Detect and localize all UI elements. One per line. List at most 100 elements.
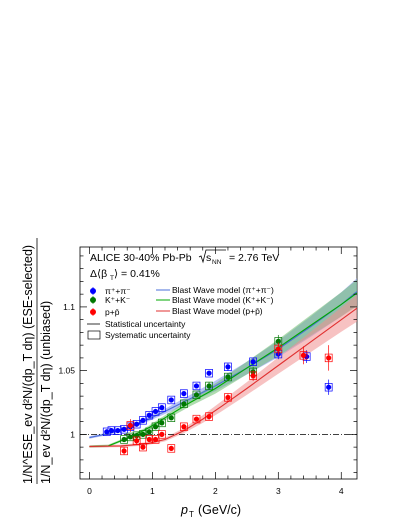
data-point-2-3: [140, 444, 146, 450]
syst-box-1-6: [157, 418, 166, 428]
x-tick-label-4: 4: [339, 486, 344, 496]
legend-syst-box: [87, 330, 101, 340]
data-point-0-3: [121, 426, 127, 432]
data-point-1-3: [140, 431, 146, 437]
legend-kaon-label: K⁺+K⁻: [105, 295, 131, 305]
y-axis-title: 1/N^ESE_ev d²N/(dp_T dη) (ESE-selected) …: [21, 238, 53, 484]
chart-header: ALICE 30-40% Pb-Pb s NN = 2.76 TeV Δ⟨β T…: [90, 249, 279, 282]
data-points: [102, 334, 333, 456]
data-point-0-5: [134, 421, 140, 427]
data-point-2-15: [326, 355, 332, 361]
legend-proton-marker: [90, 309, 96, 315]
legend-pion-marker: [90, 288, 96, 294]
data-point-0-10: [168, 397, 174, 403]
data-point-1-8: [181, 401, 187, 407]
data-point-1-5: [152, 424, 159, 430]
legend-syst-label: Systematic uncertainty: [105, 330, 191, 340]
x-tick-label-2: 2: [213, 486, 218, 496]
x-axis-title-main: p: [180, 503, 188, 517]
syst-box-2-4: [145, 435, 154, 444]
syst-box-1-7: [167, 413, 176, 422]
data-point-0-13: [206, 370, 212, 376]
data-point-1-6: [159, 420, 165, 426]
y-axis-title-top: 1/N^ESE_ev d²N/(dp_T dη) (ESE-selected): [21, 245, 35, 484]
data-point-2-11: [225, 394, 231, 401]
syst-box-1-9: [192, 390, 201, 400]
sqrt-sign-icon: [198, 249, 226, 264]
legend-pion-label: π⁺+π⁻: [105, 286, 131, 296]
header-line2-sub: T: [110, 275, 114, 282]
syst-box-2-7: [167, 444, 176, 453]
data-point-2-9: [193, 416, 200, 422]
legend-kaon-marker: [90, 297, 96, 303]
y-axis-title-bottom: 1/N_ev d²N/(dp_T dη) (unbiased): [39, 301, 53, 484]
syst-box-0-2: [113, 426, 122, 435]
data-point-2-0: [121, 448, 127, 454]
data-point-0-15: [250, 359, 256, 365]
y-tick-label-1.1: 1.1: [63, 302, 75, 312]
syst-box-0-9: [157, 403, 166, 412]
data-point-2-8: [181, 424, 187, 430]
data-point-0-11: [181, 390, 187, 397]
x-axis-title-unit: (GeV/c): [198, 503, 241, 517]
header-energy-value: = 2.76 TeV: [229, 252, 279, 264]
syst-box-2-6: [157, 430, 166, 439]
syst-box-1-8: [180, 399, 188, 408]
axis-ticks: 0 1 2 3 4 1 1.05 1.1: [58, 247, 357, 496]
data-point-1-10: [206, 383, 212, 389]
legend-proton-label: p+p̄: [105, 307, 120, 317]
data-point-2-10: [206, 413, 212, 420]
data-point-0-9: [159, 405, 165, 411]
legend-bw-kaon-label: Blast Wave model (K⁺+K⁻): [172, 295, 274, 305]
syst-box-0-13: [205, 369, 213, 378]
syst-box-0-10: [167, 395, 176, 405]
syst-box-2-3: [139, 442, 147, 452]
data-point-2-13: [275, 346, 281, 352]
y-tick-label-1.05: 1.05: [58, 366, 75, 376]
data-point-0-2: [115, 427, 121, 434]
x-axis-title: p T (GeV/c): [180, 503, 241, 519]
syst-box-1-3: [139, 430, 147, 439]
data-point-2-6: [159, 431, 165, 437]
data-point-1-13: [275, 338, 281, 344]
syst-box-2-5: [151, 435, 160, 444]
legend-bw-proton-label: Blast Wave model (p+p̄): [172, 306, 263, 316]
x-tick-label-3: 3: [276, 486, 281, 496]
header-line2-value: ⟩ = 0.41%: [114, 268, 160, 280]
plot-frame: [79, 246, 358, 480]
syst-box-1-0: [120, 435, 128, 444]
header-line1-prefix: ALICE 30-40% Pb-Pb: [90, 252, 192, 264]
x-tick-label-1: 1: [150, 486, 155, 496]
syst-box-0-6: [139, 416, 147, 425]
syst-box-0-1: [107, 426, 116, 435]
data-point-2-14: [300, 352, 307, 358]
data-point-2-7: [168, 445, 174, 452]
data-point-2-4: [146, 436, 152, 443]
legend-stat-label: Statistical uncertainty: [105, 319, 186, 329]
header-energy-s: s: [206, 252, 211, 264]
data-point-2-2: [134, 438, 140, 444]
data-point-1-9: [193, 392, 200, 398]
x-tick-label-0: 0: [87, 486, 92, 496]
legend-bw-pion-label: Blast Wave model (π⁺+π⁻): [172, 285, 274, 295]
data-point-2-12: [250, 373, 256, 379]
data-point-0-12: [193, 383, 200, 389]
data-point-0-0: [104, 429, 110, 435]
data-point-1-1: [127, 434, 133, 440]
data-point-2-1: [127, 422, 133, 429]
y-tick-label-1: 1: [70, 429, 75, 439]
syst-box-2-8: [180, 422, 188, 431]
data-point-1-4: [146, 429, 152, 435]
syst-box-0-11: [180, 389, 188, 398]
syst-box-2-9: [192, 414, 201, 424]
data-point-0-6: [140, 417, 146, 423]
data-point-0-18: [326, 384, 332, 390]
data-point-0-8: [152, 408, 159, 415]
legend: π⁺+π⁻ K⁺+K⁻ p+p̄ Statistical uncertainty…: [87, 285, 274, 340]
header-energy-sub: NN: [212, 259, 222, 266]
data-point-2-5: [152, 436, 159, 443]
data-point-0-14: [225, 364, 231, 370]
data-point-1-7: [168, 415, 174, 421]
syst-box-0-12: [192, 381, 201, 391]
